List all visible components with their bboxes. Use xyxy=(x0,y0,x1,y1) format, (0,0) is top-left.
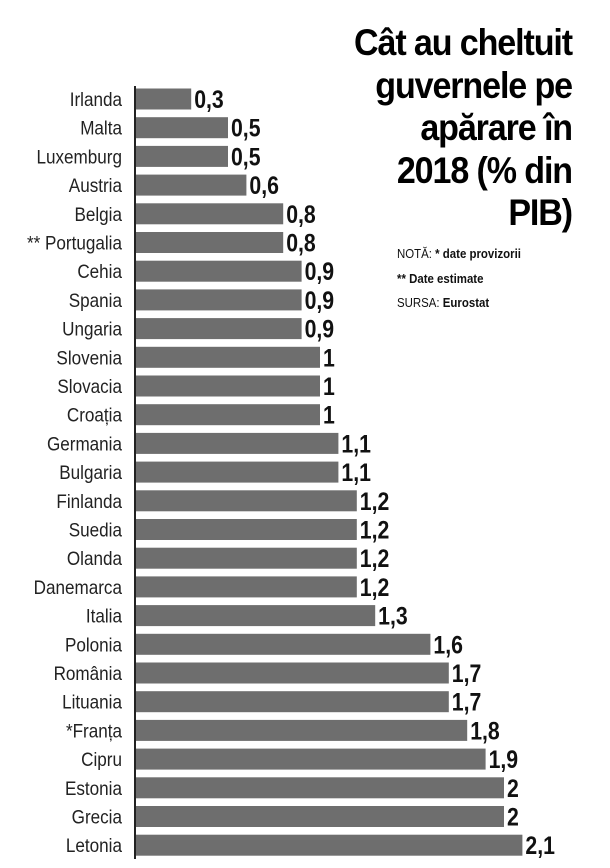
value-label: 1,7 xyxy=(452,688,482,716)
category-label: Olanda xyxy=(67,548,123,569)
bar xyxy=(136,806,504,827)
category-label: România xyxy=(54,663,123,684)
category-label: Bulgaria xyxy=(59,462,123,483)
bar xyxy=(136,145,228,167)
bar xyxy=(136,576,357,598)
bar xyxy=(136,777,504,799)
title-line: Cât au cheltuit xyxy=(354,22,573,63)
category-label: Lituania xyxy=(62,692,123,713)
category-label: Slovenia xyxy=(56,347,122,368)
bar xyxy=(136,346,320,368)
source-label: SURSA: xyxy=(397,295,440,310)
category-label: Grecia xyxy=(72,807,123,828)
value-label: 2 xyxy=(507,803,519,831)
title-line: PIB) xyxy=(508,192,573,233)
value-label: 1,3 xyxy=(378,602,408,630)
bar xyxy=(136,260,302,282)
category-label: Spania xyxy=(69,290,123,311)
value-label: 1,2 xyxy=(360,545,390,573)
bar xyxy=(136,375,320,397)
value-label: 0,9 xyxy=(305,258,335,286)
bar xyxy=(136,662,449,684)
category-label: Polonia xyxy=(65,634,123,655)
title-line: 2018 (% din xyxy=(396,149,573,191)
value-label: 0,5 xyxy=(231,143,261,171)
value-label: 1,2 xyxy=(360,573,390,601)
category-label: Finlanda xyxy=(56,491,122,512)
note-label: NOTĂ: xyxy=(397,246,432,261)
category-label: Suedia xyxy=(69,520,123,541)
value-label: 1,7 xyxy=(452,659,482,687)
category-label: Slovacia xyxy=(57,376,122,397)
bar xyxy=(136,232,284,253)
bar xyxy=(136,117,228,139)
chart-title: Cât au cheltuit guvernele pe apărare în … xyxy=(296,22,573,235)
value-label: 0,3 xyxy=(194,85,224,113)
category-label: Estonia xyxy=(65,778,123,799)
category-label: Germania xyxy=(47,434,123,455)
bar xyxy=(136,88,192,110)
source-text: Eurostat xyxy=(442,295,490,310)
bar xyxy=(136,605,376,627)
value-label: 1,6 xyxy=(433,631,463,659)
category-label: Danemarca xyxy=(34,577,123,598)
bar xyxy=(136,691,449,713)
note-provisional: NOTĂ: * date provizorii xyxy=(397,242,521,267)
category-label: Malta xyxy=(80,118,123,139)
value-label: 1,2 xyxy=(360,487,390,515)
category-label: Letonia xyxy=(66,835,123,856)
value-label: 0,8 xyxy=(286,200,316,228)
value-label: 1 xyxy=(323,401,335,429)
note-source: SURSA: Eurostat xyxy=(397,291,521,316)
category-label: Croația xyxy=(67,405,123,426)
category-label: Irlanda xyxy=(70,89,123,110)
category-label: Belgia xyxy=(74,204,122,225)
category-label: Cehia xyxy=(77,261,123,282)
value-label: 2 xyxy=(507,774,519,802)
value-label: 0,5 xyxy=(231,114,261,142)
chart-notes: NOTĂ: * date provizorii ** Date estimate… xyxy=(397,242,521,316)
value-label: 0,8 xyxy=(286,229,316,257)
bar xyxy=(136,432,339,454)
category-label: Italia xyxy=(86,606,123,627)
bar xyxy=(136,461,339,483)
value-label: 1,9 xyxy=(489,745,519,773)
category-label: Austria xyxy=(69,175,123,196)
bar xyxy=(136,748,486,770)
bar xyxy=(136,547,357,569)
value-label: 1 xyxy=(323,372,335,400)
value-label: 1,1 xyxy=(341,430,371,458)
title-line: guvernele pe xyxy=(375,64,573,106)
category-label: Luxemburg xyxy=(36,147,122,168)
bar xyxy=(136,834,523,856)
bar xyxy=(136,633,431,655)
value-label: 1,8 xyxy=(470,717,500,745)
bar xyxy=(136,519,357,540)
bar xyxy=(136,203,284,225)
value-label: 1,1 xyxy=(341,458,371,486)
category-label: *Franța xyxy=(66,721,123,742)
category-label: ** Portugalia xyxy=(27,233,123,254)
note-estimate: ** Date estimate xyxy=(397,267,521,292)
note-estimate-text: ** Date estimate xyxy=(397,270,484,286)
bar xyxy=(136,490,357,512)
value-label: 0,6 xyxy=(249,171,279,199)
bar xyxy=(136,719,468,741)
bar xyxy=(136,289,302,311)
bar xyxy=(136,404,320,426)
bar xyxy=(136,318,302,340)
title-line: apărare în xyxy=(420,107,573,148)
value-label: 0,9 xyxy=(305,286,335,314)
value-label: 2,1 xyxy=(525,832,555,860)
value-label: 0,9 xyxy=(305,315,335,343)
value-label: 1 xyxy=(323,344,335,372)
category-label: Ungaria xyxy=(62,319,123,340)
note-text: * date provizorii xyxy=(435,246,521,261)
bar xyxy=(136,174,247,196)
value-label: 1,2 xyxy=(360,516,390,544)
category-label: Cipru xyxy=(81,749,122,770)
